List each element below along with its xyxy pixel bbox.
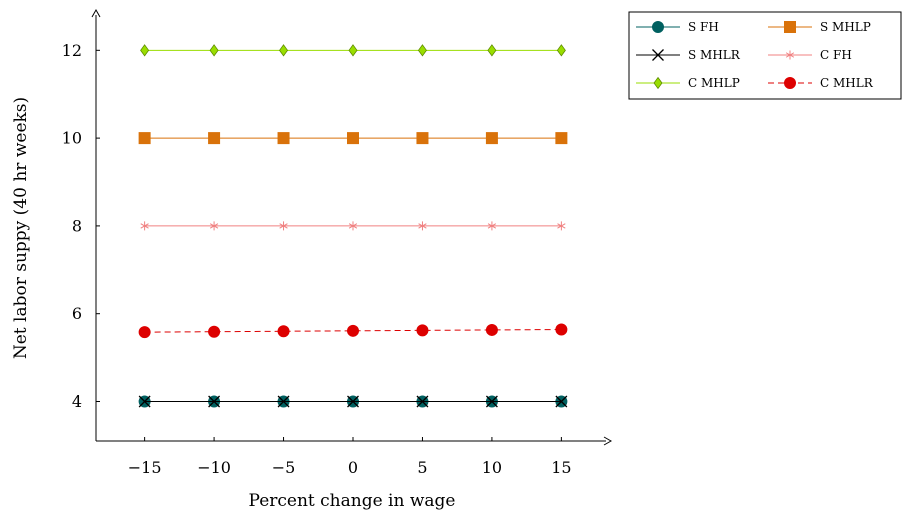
legend-label: S MHLR [688,48,741,62]
data-point [555,395,568,408]
data-point [416,324,429,337]
data-point [485,132,498,145]
x-tick-label: 15 [551,458,571,477]
legend-label: C MHLP [688,76,740,90]
y-axis-label: Net labor suppy (40 hr weeks) [11,97,31,359]
y-tick-label: 10 [62,129,82,148]
y-tick-label: 6 [72,304,82,323]
data-point [138,132,151,145]
series-s-mhlr [138,395,568,408]
y-tick-label: 8 [72,216,82,235]
legend-item: S MHLR [636,48,741,62]
data-point [557,221,566,231]
data-point [279,221,288,231]
y-tick-label: 4 [72,392,82,411]
data-point [209,221,219,231]
legend-marker [784,21,796,33]
data-point [485,323,498,336]
x-tick-label: 0 [348,458,358,477]
series-c-fh [140,221,566,231]
legend-item: S MHLP [768,20,871,34]
data-point [208,325,221,338]
legend-marker [785,50,795,60]
data-point [556,44,566,57]
data-point [138,395,151,408]
x-tick-label: −15 [128,458,162,477]
data-point [277,132,290,145]
data-point [140,221,149,231]
series-c-mhlr [138,323,568,339]
legend-label: C FH [820,48,852,62]
x-tick-label: −5 [272,458,296,477]
data-point [416,132,429,145]
legend-item: C MHLR [768,76,874,90]
data-point [555,132,568,145]
data-point [140,44,150,57]
data-point [347,395,359,408]
data-point [208,395,221,408]
data-point [347,132,359,145]
data-point [417,44,427,57]
data-point [348,44,358,57]
data-point [485,395,498,408]
data-point [487,44,497,57]
data-point [277,395,290,408]
x-axis-label: Percent change in wage [249,491,456,511]
legend: S FH S MHLP S MHLR C FH C MHLP C MHLR [628,11,902,100]
legend-marker [652,49,664,61]
legend-label: S MHLP [820,20,871,34]
data-point [348,221,358,231]
legend-marker [653,76,663,90]
data-point [277,325,290,338]
legend-label: S FH [688,20,719,34]
y-tick-label: 12 [62,41,82,60]
data-point [209,44,219,57]
axes: −15 −10 −5 0 5 10 15 4 6 8 10 12 [62,8,613,477]
data-point [138,326,151,339]
series-s-mhlp [138,132,568,145]
legend-item: C FH [768,48,852,62]
legend-label: C MHLR [820,76,874,90]
data-point [555,323,568,336]
series-c-mhlp [140,44,566,57]
data-point [347,324,359,337]
legend-marker [784,77,796,89]
series-layer [138,44,568,408]
x-tick-label: 10 [482,458,502,477]
legend-item: S FH [636,20,719,34]
x-tick-label: −10 [197,458,231,477]
legend-item: C MHLP [636,76,740,90]
legend-marker [652,21,664,33]
data-point [487,221,497,231]
x-tick-label: 5 [417,458,427,477]
y-axis-arrow [91,8,101,18]
x-axis-arrow [603,436,613,446]
data-point [279,44,289,57]
data-point [208,132,221,145]
data-point [416,395,429,408]
data-point [418,221,427,231]
